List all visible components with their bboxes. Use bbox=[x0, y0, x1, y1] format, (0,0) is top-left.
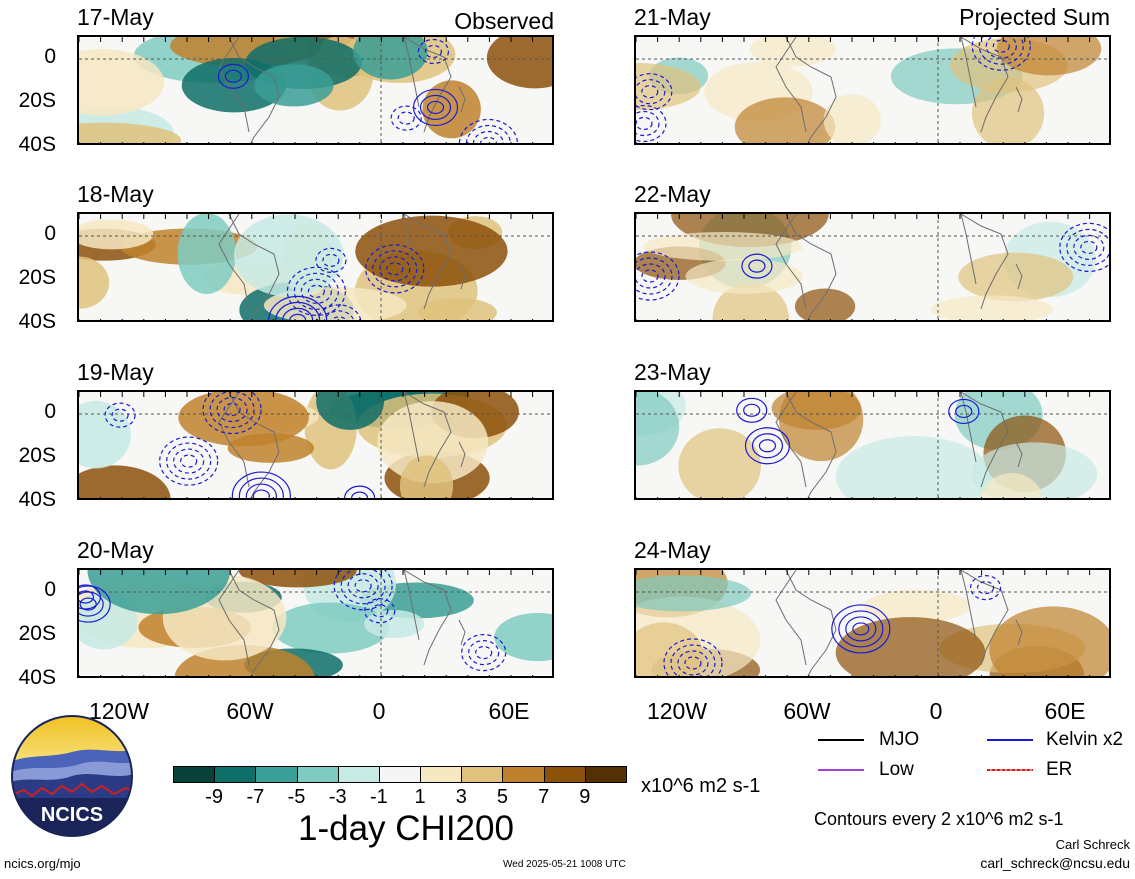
colorbar-swatch-6 bbox=[378, 766, 422, 783]
projected-map-panel-2 bbox=[634, 212, 1111, 322]
lat-label-4-40s: 40S bbox=[18, 666, 56, 689]
author-name: Carl Schreck bbox=[1055, 837, 1130, 852]
lat-label-4-0: 0 bbox=[44, 578, 56, 601]
legend-label-kelvin: Kelvin x2 bbox=[1046, 729, 1124, 750]
logo-text: NCICS bbox=[41, 804, 103, 826]
observed-map-panel-3 bbox=[77, 390, 554, 500]
colorbar-tick-label: 5 bbox=[496, 786, 509, 808]
date-label-observed-1: 17-May bbox=[77, 4, 154, 30]
colorbar-tick-label: -7 bbox=[246, 786, 265, 808]
footer-url[interactable]: ncics.org/mjo bbox=[4, 856, 81, 871]
observed-label: Observed bbox=[454, 8, 554, 34]
projected-map-panel-4 bbox=[634, 568, 1111, 678]
lat-label-1-0: 0 bbox=[44, 45, 56, 68]
lon-label-120w-left: 120W bbox=[88, 698, 150, 724]
lat-label-2-0: 0 bbox=[44, 222, 56, 245]
colorbar-tick-label: -9 bbox=[205, 786, 224, 808]
colorbar-swatch-9 bbox=[502, 766, 545, 783]
colorbar-swatch-8 bbox=[461, 766, 504, 783]
lat-label-3-40s: 40S bbox=[18, 488, 56, 511]
colorbar-tick-label: 1 bbox=[414, 786, 426, 808]
projected-label: Projected Sum bbox=[959, 4, 1110, 30]
colorbar-tick-label: -1 bbox=[370, 786, 388, 808]
colorbar-tick-label: 9 bbox=[579, 786, 591, 808]
lon-label-120w-right: 120W bbox=[646, 698, 708, 724]
legend-line-kelvin bbox=[987, 739, 1033, 741]
colorbar-swatch-4 bbox=[296, 766, 339, 783]
lat-label-1-40s: 40S bbox=[18, 133, 56, 156]
colorbar-swatch-5 bbox=[337, 766, 380, 783]
projected-map-panel-3 bbox=[634, 390, 1111, 500]
date-label-observed-3: 19-May bbox=[77, 359, 154, 385]
date-label-projected-4: 24-May bbox=[634, 537, 711, 563]
lon-label-60w-right: 60W bbox=[783, 698, 831, 724]
colorbar-swatch-1 bbox=[173, 766, 216, 783]
lon-label-60w-left: 60W bbox=[226, 698, 274, 724]
colorbar-swatch-11 bbox=[584, 766, 627, 783]
observed-map-panel-1 bbox=[77, 35, 554, 145]
colorbar-tick-label: -5 bbox=[287, 786, 306, 808]
lon-label-0-left: 0 bbox=[372, 698, 386, 724]
colorbar-tick-label: -3 bbox=[328, 786, 347, 808]
lat-label-4-20s: 20S bbox=[18, 622, 56, 645]
observed-map-panel-2 bbox=[77, 212, 554, 322]
colorbar-tick-label: 7 bbox=[538, 786, 550, 808]
legend-label-er: ER bbox=[1046, 759, 1073, 780]
lon-label-60e-left: 60E bbox=[488, 698, 530, 724]
lat-label-2-20s: 20S bbox=[18, 266, 56, 289]
legend-label-mjo: MJO bbox=[879, 729, 920, 750]
colorbar-swatch-7 bbox=[420, 766, 463, 783]
colorbar-swatch-3 bbox=[255, 766, 298, 783]
lat-label-1-20s: 20S bbox=[18, 89, 56, 112]
author-email: carl_schreck@ncsu.edu bbox=[980, 855, 1130, 871]
colorbar bbox=[173, 766, 627, 783]
footer-timestamp: Wed 2025-05-21 1008 UTC bbox=[503, 859, 626, 870]
lon-label-0-right: 0 bbox=[929, 698, 943, 724]
date-label-projected-2: 22-May bbox=[634, 181, 711, 207]
colorbar-tick-label: 3 bbox=[455, 786, 467, 808]
date-label-projected-3: 23-May bbox=[634, 359, 711, 385]
contours-note: Contours every 2 x10^6 m2 s-1 bbox=[814, 809, 1064, 829]
date-label-observed-4: 20-May bbox=[77, 537, 154, 563]
lat-label-2-40s: 40S bbox=[18, 310, 56, 333]
colorbar-swatch-2 bbox=[214, 766, 257, 783]
ncics-logo: NCICS bbox=[10, 714, 134, 838]
legend-label-low: Low bbox=[879, 759, 914, 780]
legend-line-er bbox=[987, 769, 1033, 771]
legend-line-low bbox=[818, 769, 864, 771]
date-label-observed-2: 18-May bbox=[77, 181, 154, 207]
legend-line-mjo bbox=[818, 739, 864, 741]
date-label-projected-1: 21-May bbox=[634, 4, 711, 30]
observed-map-panel-4 bbox=[77, 568, 554, 678]
colorbar-swatch-10 bbox=[543, 766, 586, 783]
lon-label-60e-right: 60E bbox=[1044, 698, 1086, 724]
projected-map-panel-1 bbox=[634, 35, 1111, 145]
colorbar-units: x10^6 m2 s-1 bbox=[641, 775, 761, 797]
lat-label-3-20s: 20S bbox=[18, 444, 56, 467]
colorbar-title: 1-day CHI200 bbox=[298, 809, 514, 848]
lat-label-3-0: 0 bbox=[44, 400, 56, 423]
